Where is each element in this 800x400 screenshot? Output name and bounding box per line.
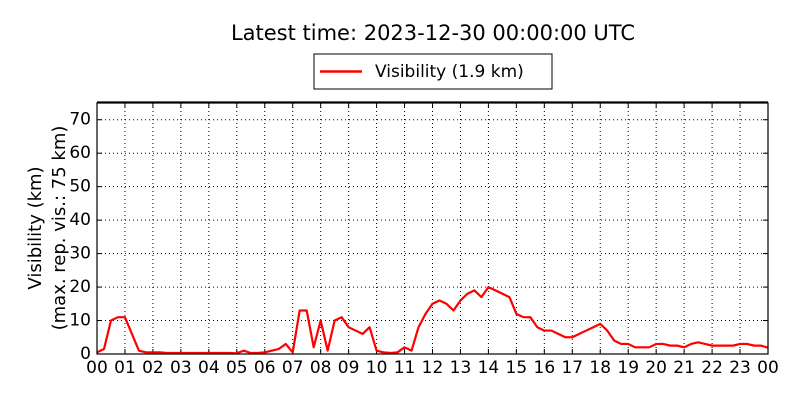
x-tick-label: 02 <box>142 358 164 378</box>
y-tick-label: 60 <box>69 143 91 163</box>
x-tick-label: 16 <box>534 358 556 378</box>
x-tick-label: 23 <box>729 358 751 378</box>
x-tick-label: 17 <box>561 358 583 378</box>
x-tick-label: 04 <box>198 358 220 378</box>
x-tick-label: 00 <box>86 358 108 378</box>
x-tick-label: 13 <box>450 358 472 378</box>
y-tick-label: 20 <box>69 277 91 297</box>
x-tick-label: 12 <box>422 358 444 378</box>
y-axis-label: Visibility (km) <box>25 166 46 289</box>
x-tick-label: 18 <box>589 358 611 378</box>
x-tick-label: 06 <box>254 358 276 378</box>
y-tick-label: 30 <box>69 244 91 264</box>
x-tick-label: 07 <box>282 358 304 378</box>
y-axis-label: (max. rep. vis.: 75 km) <box>49 126 70 331</box>
x-tick-label: 21 <box>673 358 695 378</box>
plot-frame <box>96 102 769 355</box>
x-tick-label: 09 <box>338 358 360 378</box>
x-tick-label: 20 <box>645 358 667 378</box>
y-tick-label: 40 <box>69 210 91 230</box>
x-tick-label: 01 <box>114 358 136 378</box>
x-tick-label: 11 <box>394 358 416 378</box>
x-tick-label: 05 <box>226 358 248 378</box>
legend-label: Visibility (1.9 km) <box>375 62 524 82</box>
y-tick-label: 70 <box>69 110 91 130</box>
y-tick-label: 10 <box>69 311 91 331</box>
x-tick-label: 15 <box>506 358 528 378</box>
x-tick-label: 22 <box>701 358 723 378</box>
data-line <box>96 285 769 355</box>
x-tick-label: 10 <box>366 358 388 378</box>
y-tick-label: 0 <box>80 344 91 364</box>
x-tick-label: 19 <box>617 358 639 378</box>
chart-title: Latest time: 2023-12-30 00:00:00 UTC <box>231 21 635 45</box>
x-tick-label: 00 <box>757 358 779 378</box>
x-tick-label: 08 <box>310 358 332 378</box>
x-tick-label: 03 <box>170 358 192 378</box>
x-tick-label: 14 <box>478 358 500 378</box>
y-tick-label: 50 <box>69 177 91 197</box>
